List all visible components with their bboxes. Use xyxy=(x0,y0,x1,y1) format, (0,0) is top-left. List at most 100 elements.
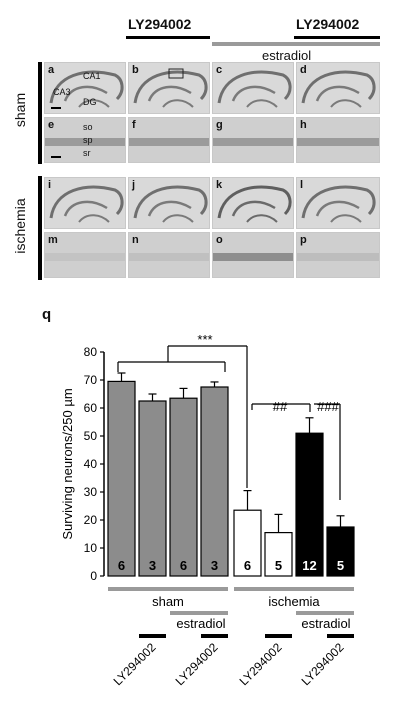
y-axis-label: Surviving neurons/250 µm xyxy=(60,388,75,539)
hippocampus-image-k xyxy=(217,185,292,223)
region-label-so: so xyxy=(83,122,93,132)
header-estradiol-label: estradiol xyxy=(262,48,312,63)
ly-bar-4 xyxy=(327,634,354,638)
header-estradiol-bar xyxy=(212,42,380,46)
count-label-6: 5 xyxy=(275,558,282,573)
bar-3 xyxy=(169,397,198,577)
sig-label-2: ## xyxy=(273,399,288,414)
panel-label-b: b xyxy=(132,64,139,76)
region-label-sr: sr xyxy=(83,148,91,158)
hippocampus-image-c xyxy=(217,70,292,108)
panel-label-l: l xyxy=(300,179,304,191)
estradiol-bar-2 xyxy=(296,611,354,615)
count-label-8: 5 xyxy=(337,558,344,573)
cell-layer-g xyxy=(213,138,293,146)
ly-label-3: LY294002 xyxy=(237,640,285,688)
panel-label-n: n xyxy=(132,234,139,246)
bar-2 xyxy=(138,400,167,577)
panel-label-c: c xyxy=(216,64,223,76)
panel-label-p: p xyxy=(300,234,307,246)
bar-1 xyxy=(107,380,136,577)
panel-j: j xyxy=(128,177,210,229)
group-bar-ischemia xyxy=(234,587,354,591)
y-tick-label-8: 80 xyxy=(84,345,98,359)
hippocampus-image-b xyxy=(133,68,208,108)
header-ly-bar-2 xyxy=(294,36,380,39)
count-label-7: 12 xyxy=(302,558,316,573)
bar-5 xyxy=(233,509,262,577)
panel-label-d: d xyxy=(300,64,307,76)
region-label-ca3: CA3 xyxy=(53,87,71,97)
y-tick-label-1: 10 xyxy=(84,541,98,555)
panel-h: h xyxy=(296,117,380,163)
panel-m: m xyxy=(44,232,126,278)
panel-l: l xyxy=(296,177,380,229)
y-tick-label-7: 70 xyxy=(84,373,98,387)
panel-label-j: j xyxy=(132,179,136,191)
panel-f: f xyxy=(128,117,210,163)
estradiol-label-1: estradiol xyxy=(176,616,225,631)
panel-b: b xyxy=(128,62,210,114)
panel-label-h: h xyxy=(300,119,307,131)
panel-label-e: e xyxy=(48,119,55,131)
panel-e: e so sp sr xyxy=(44,117,126,163)
y-tick-label-2: 20 xyxy=(84,513,98,527)
cell-layer-m xyxy=(45,253,125,261)
header-ly-bar-1 xyxy=(126,36,210,39)
scale-bar-e xyxy=(51,156,61,158)
panel-label-m: m xyxy=(48,234,58,246)
group-label-ischemia: ischemia xyxy=(268,594,320,609)
panel-label-g: g xyxy=(216,119,223,131)
panel-k: k xyxy=(212,177,294,229)
count-label-1: 6 xyxy=(118,558,125,573)
ly-bar-3 xyxy=(265,634,292,638)
cell-layer-p xyxy=(297,253,379,261)
sham-side-bar xyxy=(38,62,42,164)
bar-8 xyxy=(326,526,355,577)
ly-bar-1 xyxy=(139,634,166,638)
count-label-3: 6 xyxy=(180,558,187,573)
panel-g: g xyxy=(212,117,294,163)
y-tick-label-3: 30 xyxy=(84,485,98,499)
region-label-sp: sp xyxy=(83,135,93,145)
panel-label-a: a xyxy=(48,64,55,76)
region-label-ca1: CA1 xyxy=(83,71,101,81)
region-label-dg: DG xyxy=(83,97,97,107)
y-tick-label-4: 40 xyxy=(84,457,98,471)
cell-layer-h xyxy=(297,138,379,146)
panel-p: p xyxy=(296,232,380,278)
hippocampus-image-l xyxy=(301,185,376,223)
count-label-2: 3 xyxy=(149,558,156,573)
estradiol-bar-1 xyxy=(170,611,228,615)
panel-a: a CA1 CA3 DG xyxy=(44,62,126,114)
header-ly-label-1: LY294002 xyxy=(128,16,192,32)
hippocampus-image-j xyxy=(133,185,208,223)
panel-label-q: q xyxy=(42,306,52,323)
panel-i: i xyxy=(44,177,126,229)
cell-layer-o xyxy=(213,253,293,261)
panel-label-f: f xyxy=(132,119,136,131)
panel-label-i: i xyxy=(48,179,52,191)
ischemia-side-bar xyxy=(38,176,42,280)
panel-label-o: o xyxy=(216,234,223,246)
estradiol-label-2: estradiol xyxy=(301,616,350,631)
panel-d: d xyxy=(296,62,380,114)
panel-c: c xyxy=(212,62,294,114)
ly-label-1: LY294002 xyxy=(111,640,159,688)
group-bar-sham xyxy=(108,587,228,591)
bar-7 xyxy=(295,432,324,577)
panel-o: o xyxy=(212,232,294,278)
count-label-5: 6 xyxy=(244,558,251,573)
hippocampus-image-i xyxy=(49,185,124,223)
ly-bar-2 xyxy=(201,634,228,638)
cell-layer-e xyxy=(45,138,125,146)
sig-label-3: ### xyxy=(317,399,339,414)
bar-4 xyxy=(200,386,229,577)
hippocampus-image-a xyxy=(49,70,124,108)
y-tick-label-0: 0 xyxy=(90,569,97,583)
ly-label-4: LY294002 xyxy=(299,640,347,688)
ly-label-2: LY294002 xyxy=(173,640,221,688)
panel-label-k: k xyxy=(216,179,223,191)
y-tick-label-6: 60 xyxy=(84,401,98,415)
